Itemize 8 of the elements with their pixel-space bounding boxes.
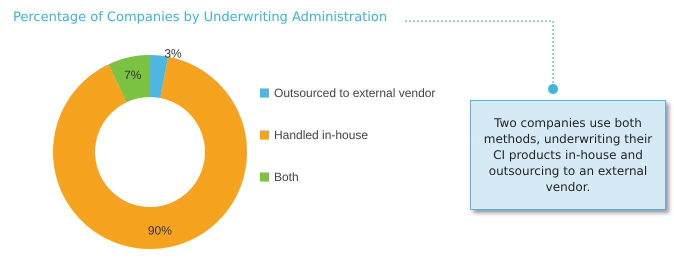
data-label: 90%: [148, 223, 172, 238]
legend-label: Handled in-house: [274, 128, 368, 142]
data-label: 3%: [164, 46, 182, 60]
chart-title: Percentage of Companies by Underwriting Administration: [13, 10, 388, 25]
legend-label: Both: [274, 170, 299, 184]
text: Two companies use both methods, underwriting their CI products in-house and outsourcing to an external vendor.: [470, 100, 666, 210]
data-label: 7%: [124, 68, 142, 82]
legend-label: Outsourced to external vendor: [274, 86, 436, 100]
